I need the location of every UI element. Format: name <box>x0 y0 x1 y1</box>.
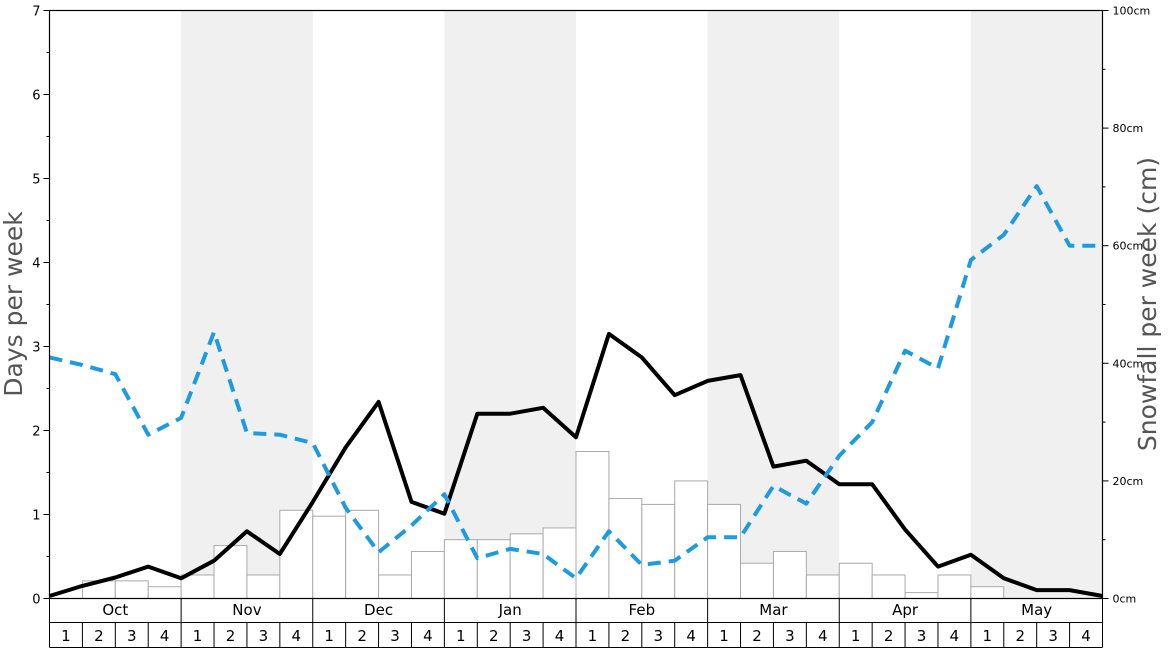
week-label: 4 <box>950 627 960 645</box>
snowfall-bar <box>674 480 709 599</box>
week-label: 2 <box>884 627 894 645</box>
snowfall-bar <box>970 586 1005 599</box>
week-label: 1 <box>588 627 598 645</box>
snowfall-bar <box>937 574 972 599</box>
y-tick-label: 4 <box>32 257 40 272</box>
week-label: 1 <box>61 627 71 645</box>
week-label: 4 <box>423 627 433 645</box>
week-label: 1 <box>719 627 729 645</box>
month-week-axis: Oct 1 2 3 4 Nov 1 2 3 4 Dec 1 2 3 4 Jan 1 2 3 4 Feb 1 2 3 4 Mar 1 2… <box>49 598 1103 648</box>
week-label: 4 <box>818 627 828 645</box>
snowfall-bar <box>542 527 577 599</box>
snowfall-bar <box>707 503 742 600</box>
y-tick-label: 6 <box>32 89 40 104</box>
month-shade-mar <box>707 10 840 599</box>
week-label: 3 <box>259 627 269 645</box>
month-label: Apr <box>892 601 919 619</box>
month-shade-nov <box>181 10 313 599</box>
month-shade-jan <box>444 10 576 599</box>
y2-tick-label: 0cm <box>1113 593 1137 606</box>
month-label: Mar <box>759 601 788 619</box>
week-label: 3 <box>653 627 663 645</box>
snowfall-bar <box>476 539 511 600</box>
week-label: 3 <box>1048 627 1058 645</box>
snowfall-bar <box>312 515 347 599</box>
solid-series-line <box>48 331 1103 598</box>
y2-tick-label: 100cm <box>1113 5 1151 18</box>
snowfall-bar <box>378 574 412 599</box>
week-label: 3 <box>522 627 532 645</box>
y-tick-label: 0 <box>32 593 40 608</box>
week-label: 1 <box>456 627 466 645</box>
snowfall-bar <box>345 509 380 599</box>
y2-tick-label: 40cm <box>1113 357 1144 370</box>
month-shade-may <box>970 10 1103 599</box>
week-label: 2 <box>226 627 236 645</box>
week-label: 4 <box>160 627 170 645</box>
month-label: Nov <box>232 601 261 619</box>
week-label: 3 <box>917 627 927 645</box>
week-label: 1 <box>193 627 203 645</box>
week-label: 4 <box>686 627 696 645</box>
y2-axis-label: Snowfall per week (cm) <box>1133 157 1162 451</box>
week-label: 2 <box>1015 627 1025 645</box>
snowfall-bar <box>410 550 445 600</box>
week-label: 1 <box>851 627 861 645</box>
y2-tick-label: 60cm <box>1113 240 1144 253</box>
snowfall-bar <box>114 580 149 599</box>
month-label: May <box>1021 601 1052 619</box>
week-label: 1 <box>983 627 993 645</box>
snowfall-bar <box>246 574 281 599</box>
y-tick-label: 5 <box>32 173 40 188</box>
snowfall-bar <box>147 586 182 599</box>
week-label: 3 <box>127 627 137 645</box>
snowfall-bar <box>213 545 248 600</box>
snowfall-bar <box>740 562 774 599</box>
snowfall-bar <box>772 550 807 600</box>
y-axis-label: Days per week <box>0 211 28 397</box>
week-label: 2 <box>621 627 631 645</box>
snowfall-bar <box>279 509 314 599</box>
week-label: 4 <box>292 627 302 645</box>
snowfall-bar <box>871 574 906 599</box>
series-lines <box>48 184 1103 598</box>
snowfall-bar <box>180 574 215 599</box>
snowfall-bar <box>575 451 610 599</box>
week-label: 4 <box>1081 627 1091 645</box>
left-axis: 0 1 2 3 4 5 6 7 <box>32 5 50 608</box>
snowfall-bar <box>509 533 544 600</box>
snowfall-bar <box>904 592 939 599</box>
week-label: 1 <box>324 627 334 645</box>
week-label: 4 <box>555 627 565 645</box>
month-label: Dec <box>364 601 393 619</box>
y-tick-label: 7 <box>32 5 40 20</box>
snowfall-bar <box>838 562 873 599</box>
month-shading <box>181 10 1103 599</box>
month-label: Oct <box>102 601 128 619</box>
week-label: 3 <box>785 627 795 645</box>
y-tick-label: 1 <box>32 509 40 524</box>
dashed-series-line <box>49 184 1103 581</box>
y2-tick-label: 80cm <box>1113 122 1144 135</box>
y-tick-label: 2 <box>32 425 40 440</box>
y-tick-label: 3 <box>32 341 40 356</box>
snowfall-bar <box>641 503 676 600</box>
week-label: 2 <box>357 627 367 645</box>
right-axis: 0cm 20cm 40cm 60cm 80cm 100cm <box>1102 5 1151 606</box>
week-label: 2 <box>489 627 499 645</box>
week-label: 2 <box>94 627 104 645</box>
week-label: 3 <box>390 627 400 645</box>
snowfall-bar <box>805 574 840 599</box>
y2-tick-label: 20cm <box>1113 475 1144 488</box>
month-label: Jan <box>498 601 522 619</box>
month-label: Feb <box>629 601 656 619</box>
week-label: 2 <box>752 627 762 645</box>
